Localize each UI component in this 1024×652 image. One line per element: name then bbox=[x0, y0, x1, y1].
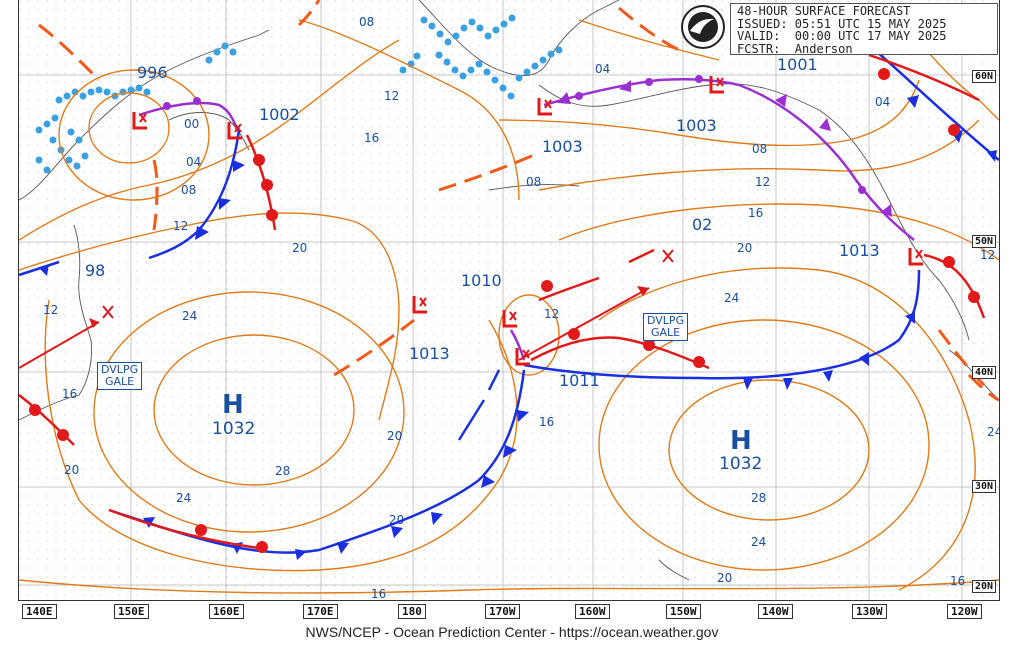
lon-label: 160W bbox=[575, 604, 610, 619]
svg-text:16: 16 bbox=[950, 574, 965, 588]
troughs bbox=[38, 0, 999, 402]
lon-label: 180 bbox=[398, 604, 426, 619]
svg-text:20: 20 bbox=[717, 571, 732, 585]
svg-text:12: 12 bbox=[544, 307, 559, 321]
warning-line2: GALE bbox=[104, 375, 135, 388]
svg-text:08: 08 bbox=[359, 15, 374, 29]
svg-text:08: 08 bbox=[181, 183, 196, 197]
high-centers: H 1032 H 1032 bbox=[212, 390, 762, 474]
svg-text:24: 24 bbox=[724, 291, 739, 305]
svg-text:08: 08 bbox=[752, 142, 767, 156]
svg-text:16: 16 bbox=[539, 415, 554, 429]
lon-label: 150W bbox=[666, 604, 701, 619]
warning-line2: GALE bbox=[650, 326, 681, 339]
svg-text:08: 08 bbox=[526, 175, 541, 189]
lon-label: 150E bbox=[114, 604, 149, 619]
lon-label: 120W bbox=[947, 604, 982, 619]
svg-text:28: 28 bbox=[275, 464, 290, 478]
svg-text:1003: 1003 bbox=[542, 137, 583, 156]
svg-text:24: 24 bbox=[176, 491, 191, 505]
lat-label: 30N bbox=[972, 480, 997, 493]
footer-credit: NWS/NCEP - Ocean Prediction Center - htt… bbox=[305, 624, 719, 640]
low-centers bbox=[102, 76, 923, 366]
isobar-labels: 08 12 16 20 24 28 00 04 08 12 16 20 24 2… bbox=[43, 15, 999, 600]
issued-time: ISSUED: 05:51 UTC 15 MAY 2025 bbox=[737, 16, 947, 31]
occluded-fronts bbox=[138, 77, 915, 361]
motion-arrows bbox=[19, 287, 650, 369]
svg-text:12: 12 bbox=[43, 303, 58, 317]
cold-fronts bbox=[19, 44, 999, 554]
svg-text:28: 28 bbox=[751, 491, 766, 505]
svg-text:12: 12 bbox=[980, 248, 995, 262]
svg-text:H: H bbox=[222, 390, 244, 420]
svg-text:24: 24 bbox=[987, 425, 999, 439]
svg-text:04: 04 bbox=[875, 95, 890, 109]
lon-label: 140W bbox=[758, 604, 793, 619]
svg-text:20: 20 bbox=[387, 429, 402, 443]
svg-text:1010: 1010 bbox=[461, 271, 502, 290]
svg-text:16: 16 bbox=[364, 131, 379, 145]
svg-text:02: 02 bbox=[692, 215, 712, 234]
arrow-heads bbox=[89, 286, 649, 328]
svg-text:1001: 1001 bbox=[777, 55, 818, 74]
svg-text:12: 12 bbox=[173, 219, 188, 233]
map-canvas: 08 12 16 20 24 28 00 04 08 12 16 20 24 2… bbox=[19, 0, 999, 600]
lat-lon-grid bbox=[19, 0, 999, 600]
svg-text:12: 12 bbox=[384, 89, 399, 103]
svg-text:16: 16 bbox=[371, 587, 386, 600]
low-values: 996 1002 1003 1003 1001 1010 1013 1011 1… bbox=[85, 55, 880, 390]
svg-text:1011: 1011 bbox=[559, 371, 600, 390]
noaa-logo-icon bbox=[681, 5, 725, 49]
svg-text:1013: 1013 bbox=[839, 241, 880, 260]
lon-label: 140E bbox=[22, 604, 57, 619]
svg-text:1013: 1013 bbox=[409, 344, 450, 363]
svg-text:24: 24 bbox=[751, 535, 766, 549]
svg-text:20: 20 bbox=[292, 241, 307, 255]
forecaster: FCSTR: Anderson bbox=[737, 41, 853, 56]
svg-text:04: 04 bbox=[595, 62, 610, 76]
svg-text:20: 20 bbox=[737, 241, 752, 255]
svg-text:16: 16 bbox=[62, 387, 77, 401]
svg-text:98: 98 bbox=[85, 261, 105, 280]
svg-text:00: 00 bbox=[184, 117, 199, 131]
svg-text:20: 20 bbox=[64, 463, 79, 477]
valid-time: VALID: 00:00 UTC 17 MAY 2025 bbox=[737, 29, 947, 43]
warning-box-west: DVLPG GALE bbox=[97, 362, 143, 390]
lat-label: 40N bbox=[972, 366, 997, 379]
svg-text:04: 04 bbox=[186, 155, 201, 169]
svg-text:H: H bbox=[730, 426, 752, 456]
svg-text:16: 16 bbox=[748, 206, 763, 220]
lat-label: 20N bbox=[972, 580, 997, 593]
svg-text:12: 12 bbox=[755, 175, 770, 189]
warning-line1: DVLPG bbox=[647, 314, 685, 327]
lon-label: 130W bbox=[852, 604, 887, 619]
forecast-title: 48-HOUR SURFACE FORECAST bbox=[737, 4, 911, 18]
lon-label: 170E bbox=[303, 604, 338, 619]
occluded-symbols bbox=[163, 75, 892, 217]
svg-text:24: 24 bbox=[182, 309, 197, 323]
lon-label: 170W bbox=[485, 604, 520, 619]
lat-label: 50N bbox=[972, 235, 997, 248]
coastlines bbox=[19, 0, 999, 581]
svg-text:1032: 1032 bbox=[719, 454, 762, 474]
warning-line1: DVLPG bbox=[101, 363, 139, 376]
forecast-header: 48-HOUR SURFACE FORECAST ISSUED: 05:51 U… bbox=[730, 3, 998, 55]
svg-text:1002: 1002 bbox=[259, 105, 300, 124]
svg-text:1003: 1003 bbox=[676, 116, 717, 135]
lat-label: 60N bbox=[972, 70, 997, 83]
weather-map: 08 12 16 20 24 28 00 04 08 12 16 20 24 2… bbox=[18, 0, 1000, 601]
cold-front-triangles bbox=[39, 95, 997, 560]
svg-text:996: 996 bbox=[137, 63, 168, 82]
warning-box-east: DVLPG GALE bbox=[643, 313, 689, 341]
svg-text:1032: 1032 bbox=[212, 419, 255, 439]
lon-label: 160E bbox=[209, 604, 244, 619]
